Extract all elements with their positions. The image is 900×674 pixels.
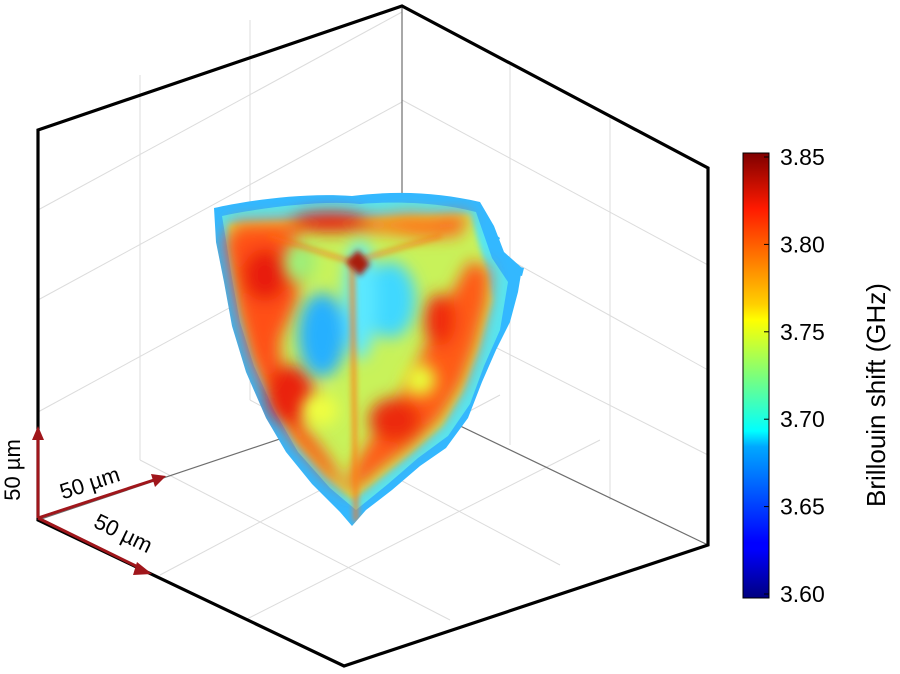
scale-bars: 50 µm 50 µm 50 µm	[0, 426, 166, 575]
brillouin-volume	[214, 192, 524, 526]
box-outline	[36, 4, 710, 668]
scale-bar-vertical-label: 50 µm	[0, 439, 25, 501]
colorbar-tick-label: 3.70	[780, 406, 825, 432]
colorbar-tick-label: 3.75	[780, 319, 825, 345]
colorbar-label: Brillouin shift (GHz)	[861, 283, 891, 507]
scale-bar-vertical: 50 µm	[0, 426, 44, 518]
colorbar: 3.85 3.80 3.75 3.70 3.65 3.60 Brillouin shift…	[742, 144, 891, 607]
colorbar-tick-label: 3.65	[780, 494, 825, 520]
scale-bar-back-left-label: 50 µm	[57, 461, 123, 504]
colorbar-ticks: 3.85 3.80 3.75 3.70 3.65 3.60	[764, 144, 825, 607]
scale-bar-front-right: 50 µm	[37, 509, 156, 575]
colorbar-tick-label: 3.60	[780, 581, 825, 607]
colorbar-tick-label: 3.80	[780, 231, 825, 257]
colorbar-tick-label: 3.85	[780, 144, 825, 170]
colorbar-gradient	[742, 152, 770, 599]
